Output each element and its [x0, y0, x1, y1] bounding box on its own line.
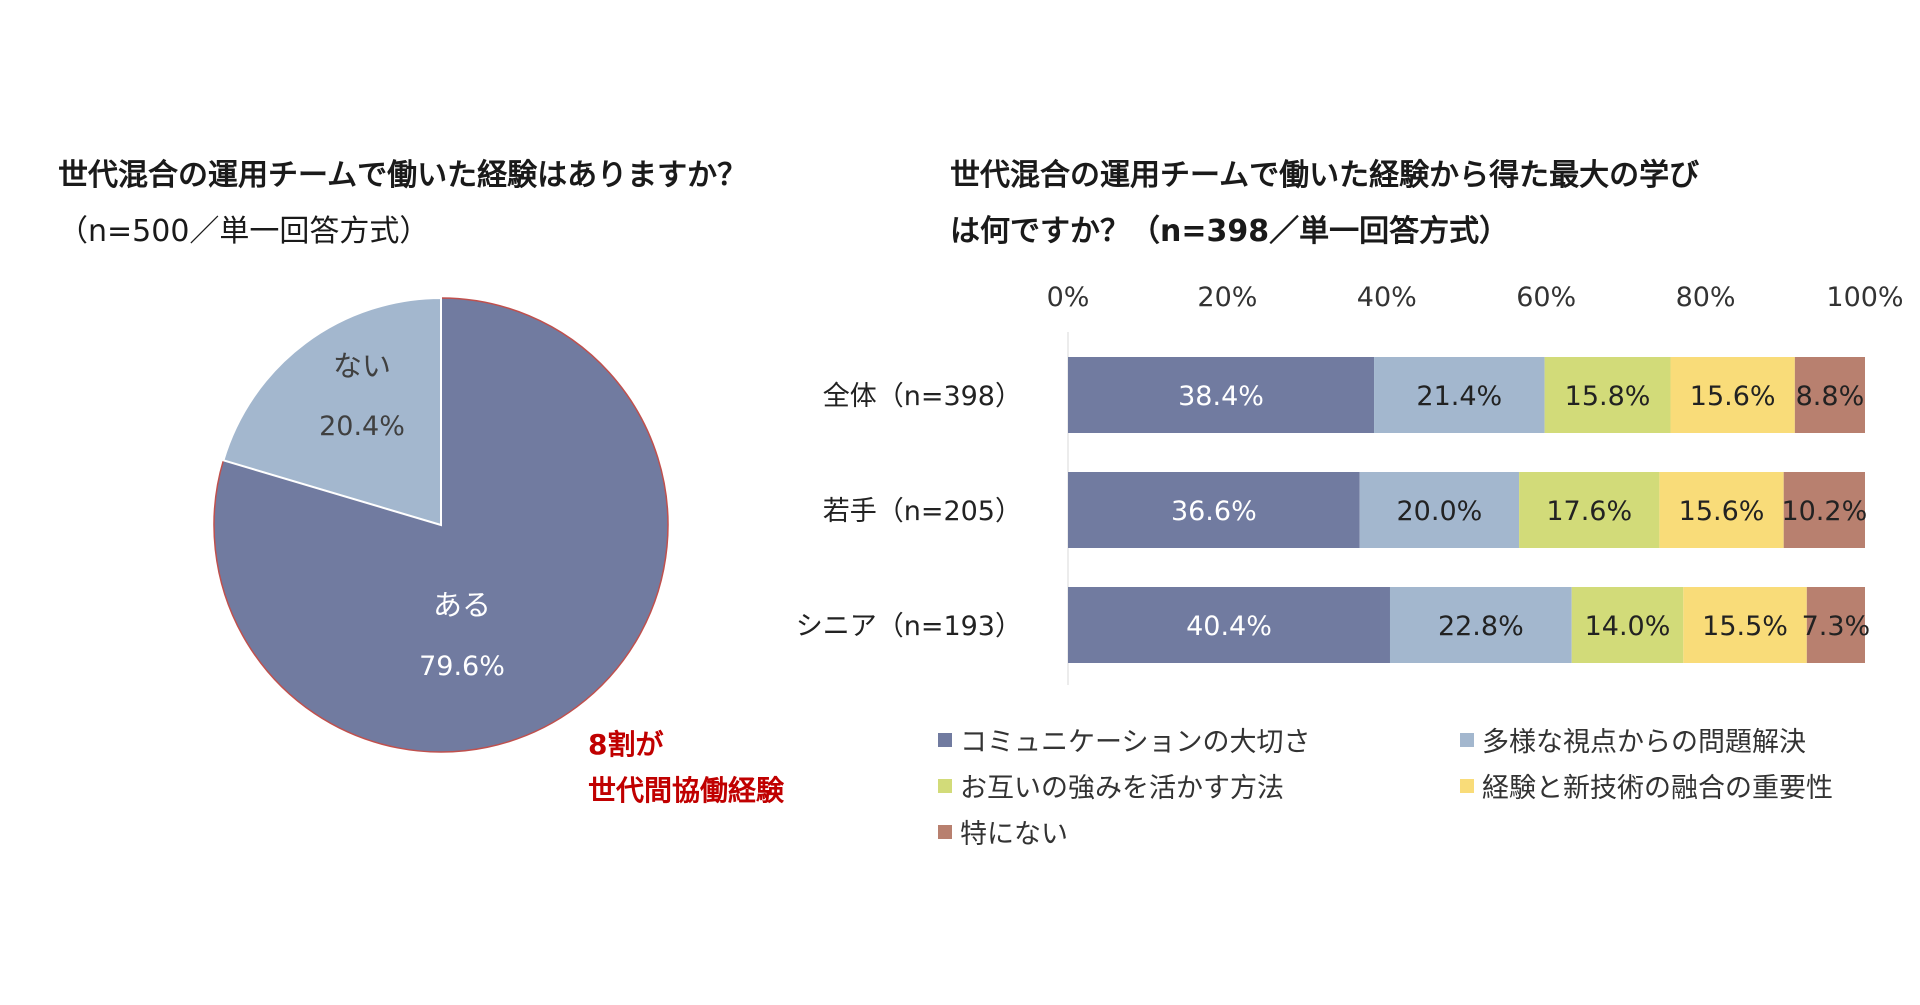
- pie-slice-value-label: 79.6%: [419, 651, 505, 682]
- x-tick-label: 100%: [1826, 282, 1903, 313]
- bar-data-label: 15.6%: [1679, 496, 1765, 527]
- legend-swatch: [938, 778, 952, 793]
- legend-item: 多様な視点からの問題解決: [1460, 720, 1806, 759]
- left-chart-subtitle: （n=500／単一回答方式）: [58, 214, 430, 249]
- bar-data-label: 38.4%: [1178, 381, 1264, 412]
- legend-item: 特にない: [938, 812, 1068, 851]
- bar-data-label: 14.0%: [1585, 611, 1671, 642]
- bar-data-label: 21.4%: [1416, 381, 1502, 412]
- bar-data-label: 22.8%: [1438, 611, 1524, 642]
- bar-data-label: 15.6%: [1690, 381, 1776, 412]
- bar-data-label: 8.8%: [1796, 381, 1865, 412]
- legend-label: コミュニケーションの大切さ: [960, 727, 1311, 758]
- bar-segment: [1068, 587, 1390, 663]
- bar-segment: [1068, 472, 1360, 548]
- bar-segment: [1519, 472, 1660, 548]
- x-tick-label: 20%: [1197, 282, 1257, 313]
- callout-text-line2: 世代間協働経験: [588, 774, 785, 807]
- bar-data-label: 20.0%: [1397, 496, 1483, 527]
- bar-segment: [1571, 587, 1684, 663]
- pie-slice-label: ある: [433, 588, 491, 622]
- right-chart-title-line2: は何ですか？（n=398／単一回答方式）: [950, 214, 1510, 249]
- callout-text-line1: 8割が: [588, 728, 664, 761]
- bar-segment: [1794, 357, 1865, 433]
- bar-segment: [1659, 472, 1784, 548]
- legend-label: 多様な視点からの問題解決: [1482, 727, 1806, 758]
- legend-item: コミュニケーションの大切さ: [938, 720, 1310, 759]
- bar-data-label: 10.2%: [1781, 496, 1867, 527]
- legend-item: お互いの強みを活かす方法: [938, 766, 1284, 805]
- bar-segment: [1389, 587, 1572, 663]
- legend-label: 特にない: [960, 819, 1068, 850]
- pie-slice-nai: [222, 296, 442, 527]
- bar-segment: [1374, 357, 1545, 433]
- bar-segment: [1783, 472, 1865, 548]
- right-chart-title-line1: 世代混合の運用チームで働いた経験から得た最大の学び: [950, 158, 1700, 193]
- pie-slice-label: ない: [333, 349, 391, 383]
- legend-swatch: [938, 732, 952, 747]
- legend-label: お互いの強みを活かす方法: [960, 773, 1284, 804]
- bar-segment: [1670, 357, 1795, 433]
- legend-swatch: [1460, 778, 1474, 793]
- x-tick-label: 0%: [1047, 282, 1090, 313]
- category-label: 全体（n=398）: [823, 381, 1022, 412]
- legend-label: 経験と新技術の融合の重要性: [1482, 773, 1833, 804]
- legend-swatch: [1460, 732, 1474, 747]
- bar-segment: [1806, 587, 1865, 663]
- left-chart-title: 世代混合の運用チームで働いた経験はありますか？: [58, 158, 748, 193]
- x-tick-label: 40%: [1357, 282, 1417, 313]
- bar-segment: [1544, 357, 1671, 433]
- x-tick-label: 80%: [1676, 282, 1736, 313]
- x-tick-label: 60%: [1516, 282, 1576, 313]
- bar-segment: [1683, 587, 1807, 663]
- pie-slice-value-label: 20.4%: [319, 411, 405, 442]
- bar-data-label: 40.4%: [1186, 611, 1272, 642]
- bar-data-label: 36.6%: [1171, 496, 1257, 527]
- legend-item: 経験と新技術の融合の重要性: [1460, 766, 1833, 805]
- category-label: シニア（n=193）: [796, 611, 1022, 642]
- category-label: 若手（n=205）: [823, 496, 1022, 527]
- legend-swatch: [938, 824, 952, 839]
- bar-segment: [1068, 357, 1375, 433]
- bar-data-label: 17.6%: [1546, 496, 1632, 527]
- bar-segment: [1359, 472, 1520, 548]
- bar-data-label: 7.3%: [1802, 611, 1871, 642]
- bar-data-label: 15.5%: [1702, 611, 1788, 642]
- bar-data-label: 15.8%: [1565, 381, 1651, 412]
